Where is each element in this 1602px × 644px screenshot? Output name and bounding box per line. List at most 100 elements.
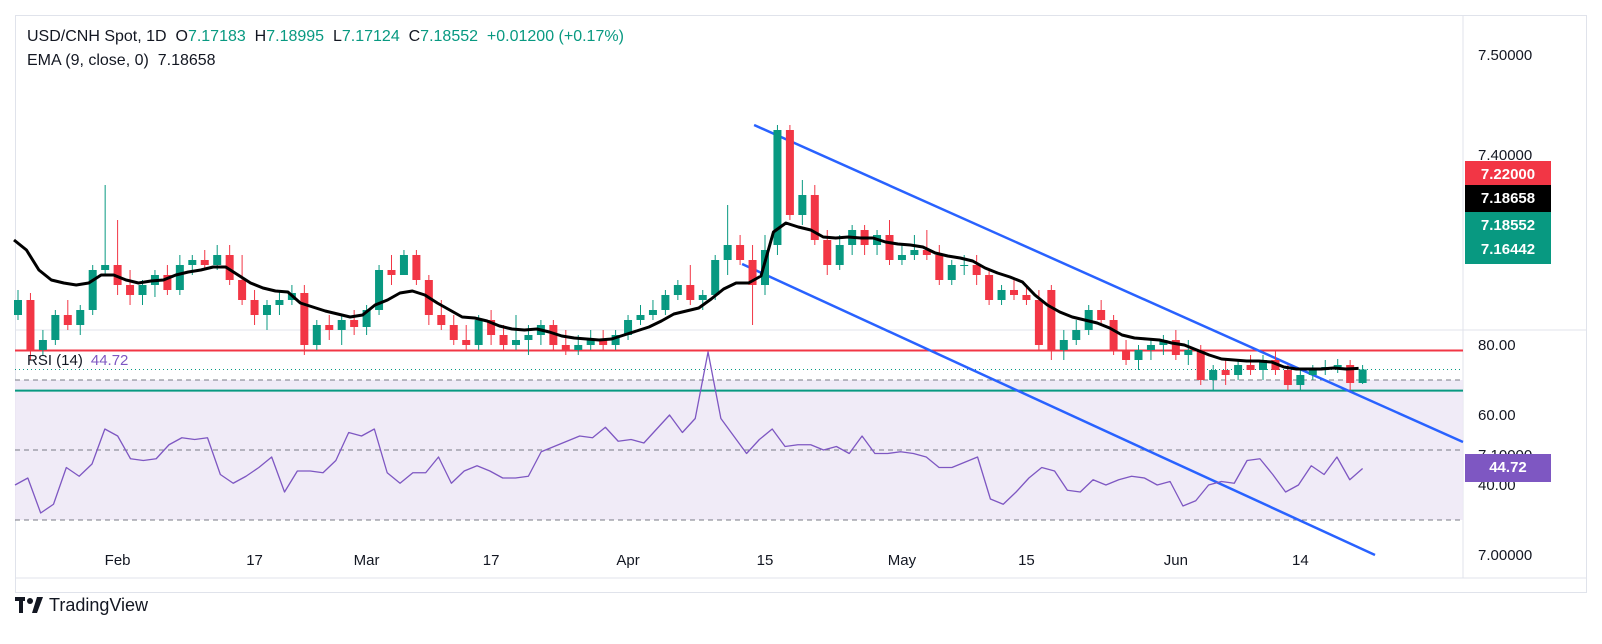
candle-body[interactable] [835,245,844,265]
candle-body[interactable] [250,300,259,315]
candle-body[interactable] [561,345,570,350]
candle-body[interactable] [1059,340,1068,350]
candle-body[interactable] [1209,370,1218,380]
candle-body[interactable] [325,325,334,330]
candle-body[interactable] [636,315,645,320]
candle-body[interactable] [474,320,483,345]
candle-body[interactable] [972,265,981,275]
candle-body[interactable] [922,250,931,255]
candle-body[interactable] [1296,375,1305,385]
candle-body[interactable] [38,340,47,350]
candle-body[interactable] [101,265,110,270]
candle-body[interactable] [785,130,794,215]
channel-lower-line[interactable] [741,262,1376,557]
candle-body[interactable] [997,290,1006,300]
candle-body[interactable] [736,245,745,260]
candle-body[interactable] [163,275,172,290]
candle-body[interactable] [499,335,508,345]
candle-body[interactable] [1333,365,1342,367]
candle-body[interactable] [524,335,533,340]
candle-body[interactable] [661,295,670,310]
candle-body[interactable] [549,325,558,345]
candle-body[interactable] [1358,369,1367,383]
candle-body[interactable] [375,270,384,310]
candle-body[interactable] [1134,350,1143,360]
candle-body[interactable] [362,310,371,327]
ema-legend[interactable]: EMA (9, close, 0) 7.18658 [27,52,216,70]
candle-body[interactable] [1097,310,1106,320]
candle-body[interactable] [624,320,633,335]
candle-body[interactable] [1259,360,1267,370]
candle-body[interactable] [138,285,147,295]
candle-body[interactable] [350,320,359,327]
candle-body[interactable] [26,300,35,350]
candle-body[interactable] [1234,365,1243,375]
candle-body[interactable] [1171,340,1180,355]
candle-body[interactable] [985,275,994,300]
candle-body[interactable] [885,235,894,260]
candle-body[interactable] [399,255,408,275]
candle-body[interactable] [711,260,720,295]
candle-body[interactable] [1346,365,1355,383]
candle-body[interactable] [1308,370,1317,375]
candle-body[interactable] [14,300,22,315]
candle-body[interactable] [449,325,458,340]
candle-body[interactable] [1184,350,1193,355]
candle-body[interactable] [823,240,832,265]
candle-body[interactable] [698,295,707,300]
candle-body[interactable] [897,255,906,260]
candle-body[interactable] [947,265,956,280]
candle-body[interactable] [487,320,496,335]
candle-body[interactable] [1246,365,1255,370]
candle-body[interactable] [1122,350,1131,360]
candle-body[interactable] [773,130,782,245]
candle-body[interactable] [1034,300,1043,345]
candle-body[interactable] [810,195,819,240]
rsi-legend[interactable]: RSI (14) 44.72 [27,352,128,369]
candle-body[interactable] [1047,290,1056,350]
candle-body[interactable] [1283,370,1292,385]
candle-body[interactable] [748,260,757,285]
rsi-line[interactable] [14,351,1364,514]
candle-body[interactable] [462,340,471,345]
symbol-name[interactable]: USD/CNH Spot, 1D [27,28,167,45]
candle-body[interactable] [1196,350,1205,380]
candle-body[interactable] [512,340,520,345]
candle-body[interactable] [673,285,682,295]
candle-body[interactable] [275,300,284,305]
candle-body[interactable] [263,305,271,315]
candle-body[interactable] [1072,330,1081,340]
ema-line[interactable] [13,221,1359,371]
candle-body[interactable] [686,285,695,300]
candle-body[interactable] [1022,295,1031,300]
candle-body[interactable] [63,315,72,325]
candle-body[interactable] [51,315,60,340]
candle-body[interactable] [300,293,309,345]
candle-body[interactable] [586,340,595,345]
candle-body[interactable] [1146,345,1155,350]
candle-body[interactable] [910,250,919,255]
candle-body[interactable] [188,260,197,265]
candle-body[interactable] [798,195,807,215]
candle-body[interactable] [126,285,135,295]
candle-body[interactable] [213,255,222,265]
candle-body[interactable] [76,310,85,325]
candle-body[interactable] [387,270,396,275]
candle-body[interactable] [437,315,446,325]
candle-body[interactable] [599,340,608,345]
channel-upper-line[interactable] [753,123,1464,444]
candle-body[interactable] [723,245,732,260]
candle-body[interactable] [935,255,944,280]
candle-body[interactable] [312,325,321,345]
candle-body[interactable] [611,335,620,345]
candle-body[interactable] [1010,290,1018,295]
candle-body[interactable] [412,255,421,280]
candle-body[interactable] [574,345,583,350]
candle-body[interactable] [88,270,97,310]
candle-body[interactable] [238,280,247,300]
candle-body[interactable] [648,310,657,315]
candle-body[interactable] [960,265,969,266]
candle-body[interactable] [175,265,184,290]
candle-body[interactable] [200,260,209,265]
